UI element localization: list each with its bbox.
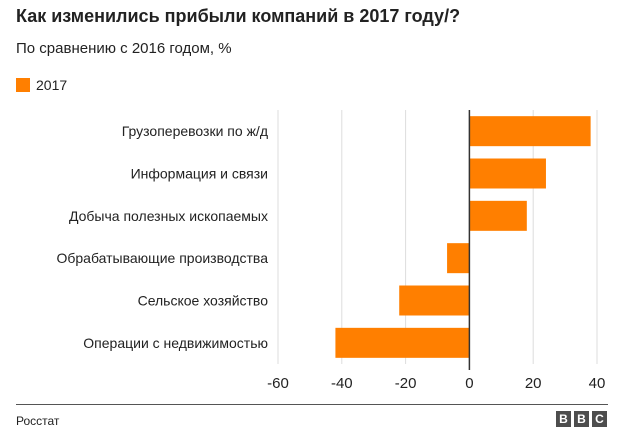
source-label: Росстат: [16, 414, 60, 428]
category-label: Грузоперевозки по ж/д: [122, 123, 268, 139]
category-label: Обрабатывающие производства: [56, 250, 268, 266]
chart-subtitle: По сравнению с 2016 годом, %: [16, 40, 232, 57]
x-tick-label: -20: [395, 375, 417, 392]
category-label: Информация и связи: [131, 166, 268, 182]
legend: 2017: [16, 76, 67, 94]
bar-chart: -60 -40 -20 0 20 40 Грузоперевозки по ж/д Инфор…: [56, 110, 606, 392]
category-label: Сельское хозяйство: [138, 293, 269, 309]
x-tick-label: 40: [589, 375, 606, 392]
category-label: Добыча полезных ископаемых: [69, 208, 268, 224]
bar: [399, 285, 470, 316]
bbc-logo: B B C: [556, 411, 607, 427]
bbc-logo-block: B: [556, 411, 571, 427]
chart-title: Как изменились прибыли компаний в 2017 г…: [16, 6, 461, 26]
bar: [447, 243, 470, 274]
footer-divider: [16, 404, 608, 405]
x-tick-label: 0: [465, 375, 473, 392]
x-tick-label: -60: [267, 375, 289, 392]
bbc-logo-block: B: [574, 411, 589, 427]
legend-label: 2017: [36, 77, 68, 93]
bar: [469, 200, 527, 231]
x-tick-label: 20: [525, 375, 542, 392]
bbc-logo-block: C: [592, 411, 607, 427]
bar: [469, 116, 591, 147]
bar: [335, 327, 470, 358]
bar: [469, 158, 546, 189]
category-label: Операции с недвижимостью: [83, 335, 268, 351]
legend-swatch: [16, 78, 30, 92]
x-tick-label: -40: [331, 375, 353, 392]
